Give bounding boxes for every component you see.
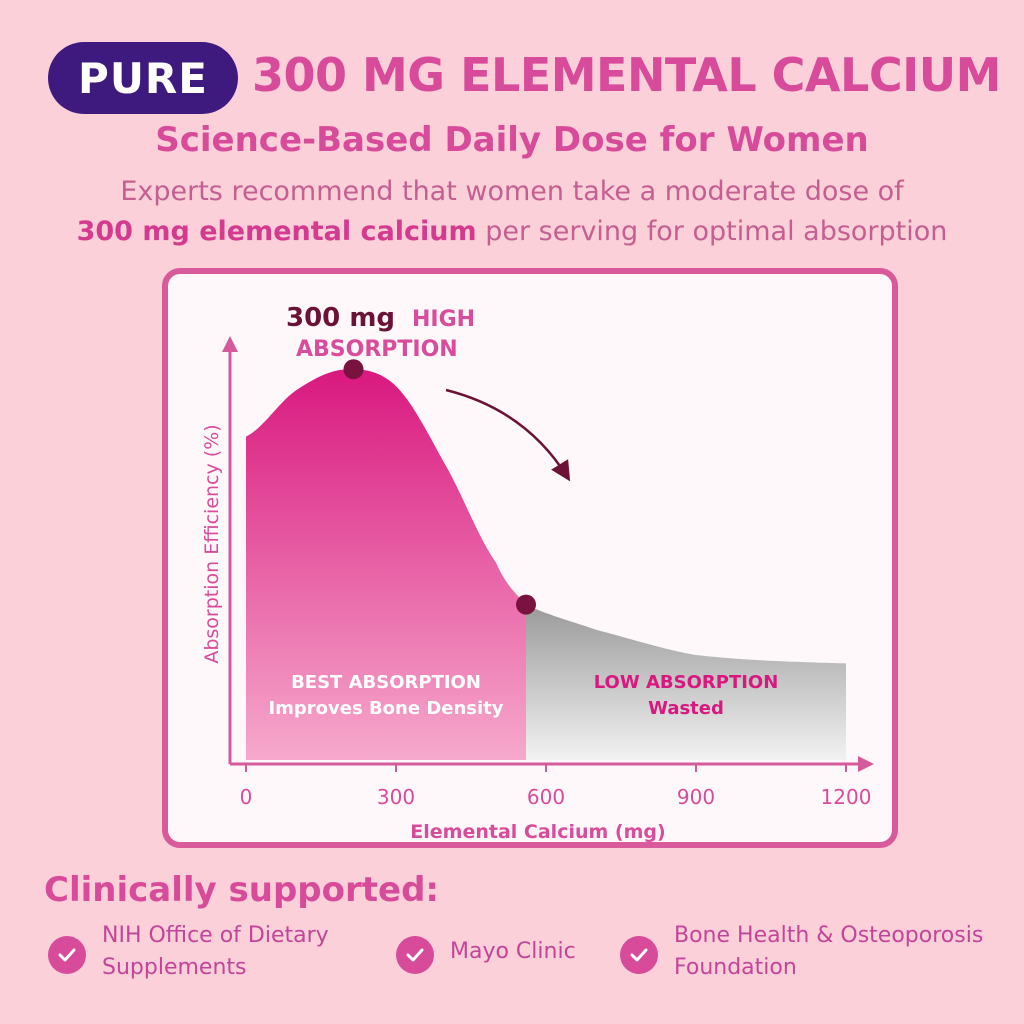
x-axis-label: Elemental Calcium (mg) (410, 821, 665, 842)
description-rest: per serving for optimal absorption (476, 216, 948, 247)
x-tick-label: 600 (527, 785, 565, 809)
description-line-1: Experts recommend that women take a mode… (120, 176, 904, 207)
split-dot (516, 594, 536, 615)
area-low-absorption (526, 604, 846, 760)
x-tick-label: 300 (377, 785, 415, 809)
badge-mayo-line1: Mayo Clinic (450, 939, 576, 964)
decline-arrow (445, 388, 571, 482)
region-high-sublabel: Improves Bone Density (268, 698, 503, 719)
badge-nih: NIH Office of Dietary Supplements (48, 920, 329, 984)
description-bold: 300 mg elemental calcium (76, 216, 477, 247)
badge-mayo: Mayo Clinic (396, 920, 576, 974)
y-axis-arrow (222, 336, 238, 352)
x-tick-label: 0 (240, 785, 253, 809)
badge-bhof-line1: Bone Health & Osteoporosis (674, 923, 984, 948)
x-axis-arrow (858, 756, 874, 772)
chart-card: 0 300 600 900 1200 Elemental Calcium (mg) Abs… (162, 268, 898, 848)
x-tick-label: 1200 (821, 785, 872, 809)
badge-bhof: Bone Health & Osteoporosis Foundation (620, 920, 983, 984)
pure-badge: PURE (48, 42, 238, 114)
subhead: Science-Based Daily Dose for Women (155, 120, 869, 160)
region-low-label: LOW ABSORPTION (594, 672, 779, 693)
annotation-dose: 300 mg (286, 303, 395, 333)
badge-nih-line1: NIH Office of Dietary (102, 923, 329, 948)
absorption-chart: 0 300 600 900 1200 Elemental Calcium (mg) Abs… (201, 303, 874, 842)
area-high-absorption (246, 369, 526, 760)
description: Experts recommend that women take a mode… (0, 172, 1024, 252)
x-tick-label: 900 (677, 785, 715, 809)
clinical-badges: NIH Office of Dietary Supplements Mayo C… (48, 920, 1008, 1000)
headline: 300 MG ELEMENTAL CALCIUM (252, 48, 1001, 102)
region-low-sublabel: Wasted (648, 698, 724, 719)
badge-nih-line2: Supplements (102, 955, 247, 980)
region-high-label: BEST ABSORPTION (291, 672, 481, 693)
check-icon (620, 936, 658, 974)
check-icon (48, 936, 86, 974)
annotation-absorption: ABSORPTION (296, 337, 458, 362)
badge-bhof-line2: Foundation (674, 955, 797, 980)
description-line-2: 300 mg elemental calcium per serving for… (0, 212, 1024, 252)
check-icon (396, 936, 434, 974)
header: PURE 300 MG ELEMENTAL CALCIUM (48, 40, 1008, 120)
annotation-high: HIGH (412, 307, 475, 332)
y-axis-label: Absorption Efficiency (%) (201, 424, 223, 663)
clinically-supported-title: Clinically supported: (44, 870, 440, 910)
peak-dot (343, 359, 364, 380)
